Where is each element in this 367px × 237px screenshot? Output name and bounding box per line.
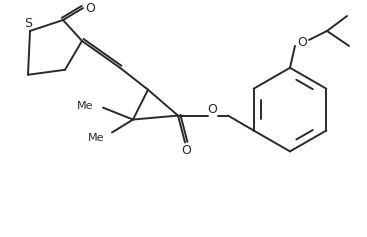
- Text: O: O: [207, 103, 217, 116]
- Text: O: O: [181, 144, 191, 157]
- Text: O: O: [297, 36, 307, 49]
- Text: S: S: [24, 17, 32, 30]
- Text: O: O: [85, 2, 95, 15]
- Text: Me: Me: [76, 101, 93, 111]
- Text: Me: Me: [87, 133, 104, 143]
